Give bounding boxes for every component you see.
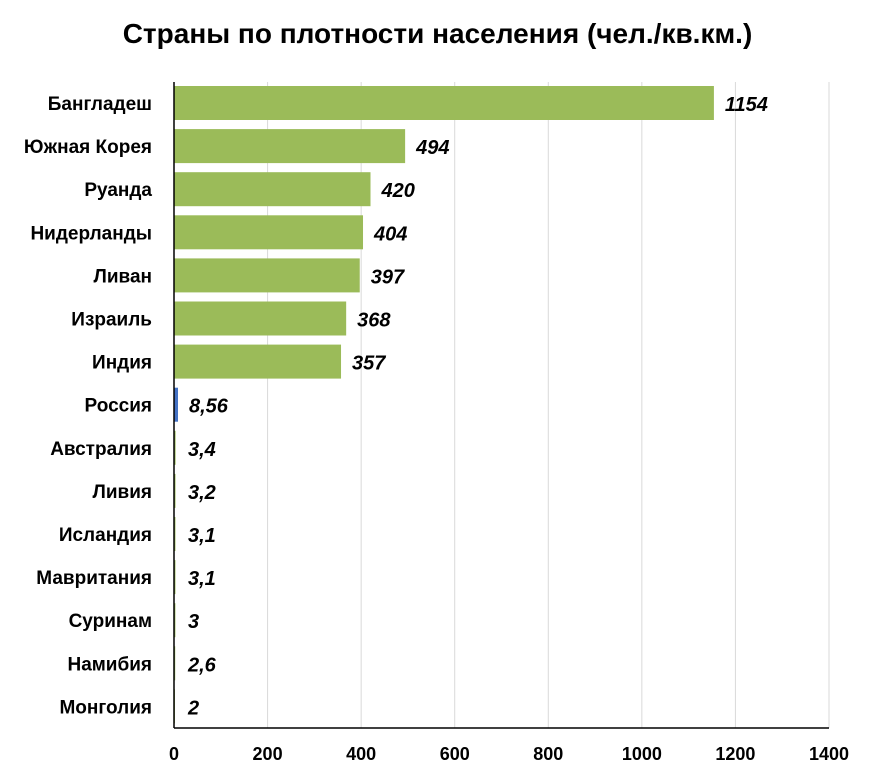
data-label: 368: [357, 310, 391, 332]
bar: [174, 344, 342, 379]
data-label: 2: [187, 697, 199, 719]
category-label: Израиль: [71, 310, 152, 331]
category-label: Южная Корея: [24, 137, 152, 158]
category-label: Исландия: [59, 525, 152, 546]
category-label: Индия: [92, 353, 152, 374]
category-label: Руанда: [84, 180, 152, 201]
data-label: 3,2: [188, 482, 216, 504]
x-tick-label: 1400: [809, 744, 849, 764]
chart-title: Страны по плотности населения (чел./кв.к…: [122, 18, 753, 49]
bar: [174, 430, 176, 465]
data-label: 8,56: [189, 396, 229, 418]
x-tick-label: 600: [440, 744, 470, 764]
data-label: 397: [371, 266, 405, 288]
x-tick-label: 200: [253, 744, 283, 764]
data-label: 404: [373, 223, 407, 245]
category-label: Россия: [85, 396, 152, 417]
data-label: 420: [381, 180, 415, 202]
category-label: Суринам: [69, 611, 152, 632]
bar: [174, 387, 179, 422]
bar: [174, 258, 360, 293]
data-label: 3,1: [188, 568, 216, 590]
data-label: 357: [352, 353, 386, 375]
data-label: 494: [415, 137, 449, 159]
x-tick-label: 800: [533, 744, 563, 764]
category-label: Ливан: [94, 266, 152, 287]
bar: [174, 86, 714, 120]
axes: [173, 82, 829, 729]
category-label: Нидерланды: [30, 223, 152, 244]
x-tick-label: 0: [169, 744, 179, 764]
bar: [174, 172, 371, 207]
data-label: 2,6: [187, 654, 217, 676]
category-label: Намибия: [67, 654, 152, 675]
bar: [174, 301, 347, 336]
data-label: 1154: [725, 94, 768, 116]
category-label: Мавритания: [36, 568, 152, 589]
data-label: 3,4: [188, 439, 216, 461]
bar: [174, 129, 406, 164]
category-label: Монголия: [59, 697, 152, 718]
x-tick-label: 1200: [715, 744, 755, 764]
category-label: Ливия: [93, 482, 152, 503]
category-label: Бангладеш: [48, 94, 152, 115]
bar: [174, 215, 364, 250]
category-label: Австралия: [50, 439, 152, 460]
bars: [174, 86, 714, 724]
data-label: 3: [188, 611, 199, 633]
data-label: 3,1: [188, 525, 216, 547]
x-tick-label: 400: [346, 744, 376, 764]
x-tick-label: 1000: [622, 744, 662, 764]
labels: 0 200 400 600 800 1000 1200 1400 Бангладеш 1154 Юж…: [24, 94, 849, 764]
